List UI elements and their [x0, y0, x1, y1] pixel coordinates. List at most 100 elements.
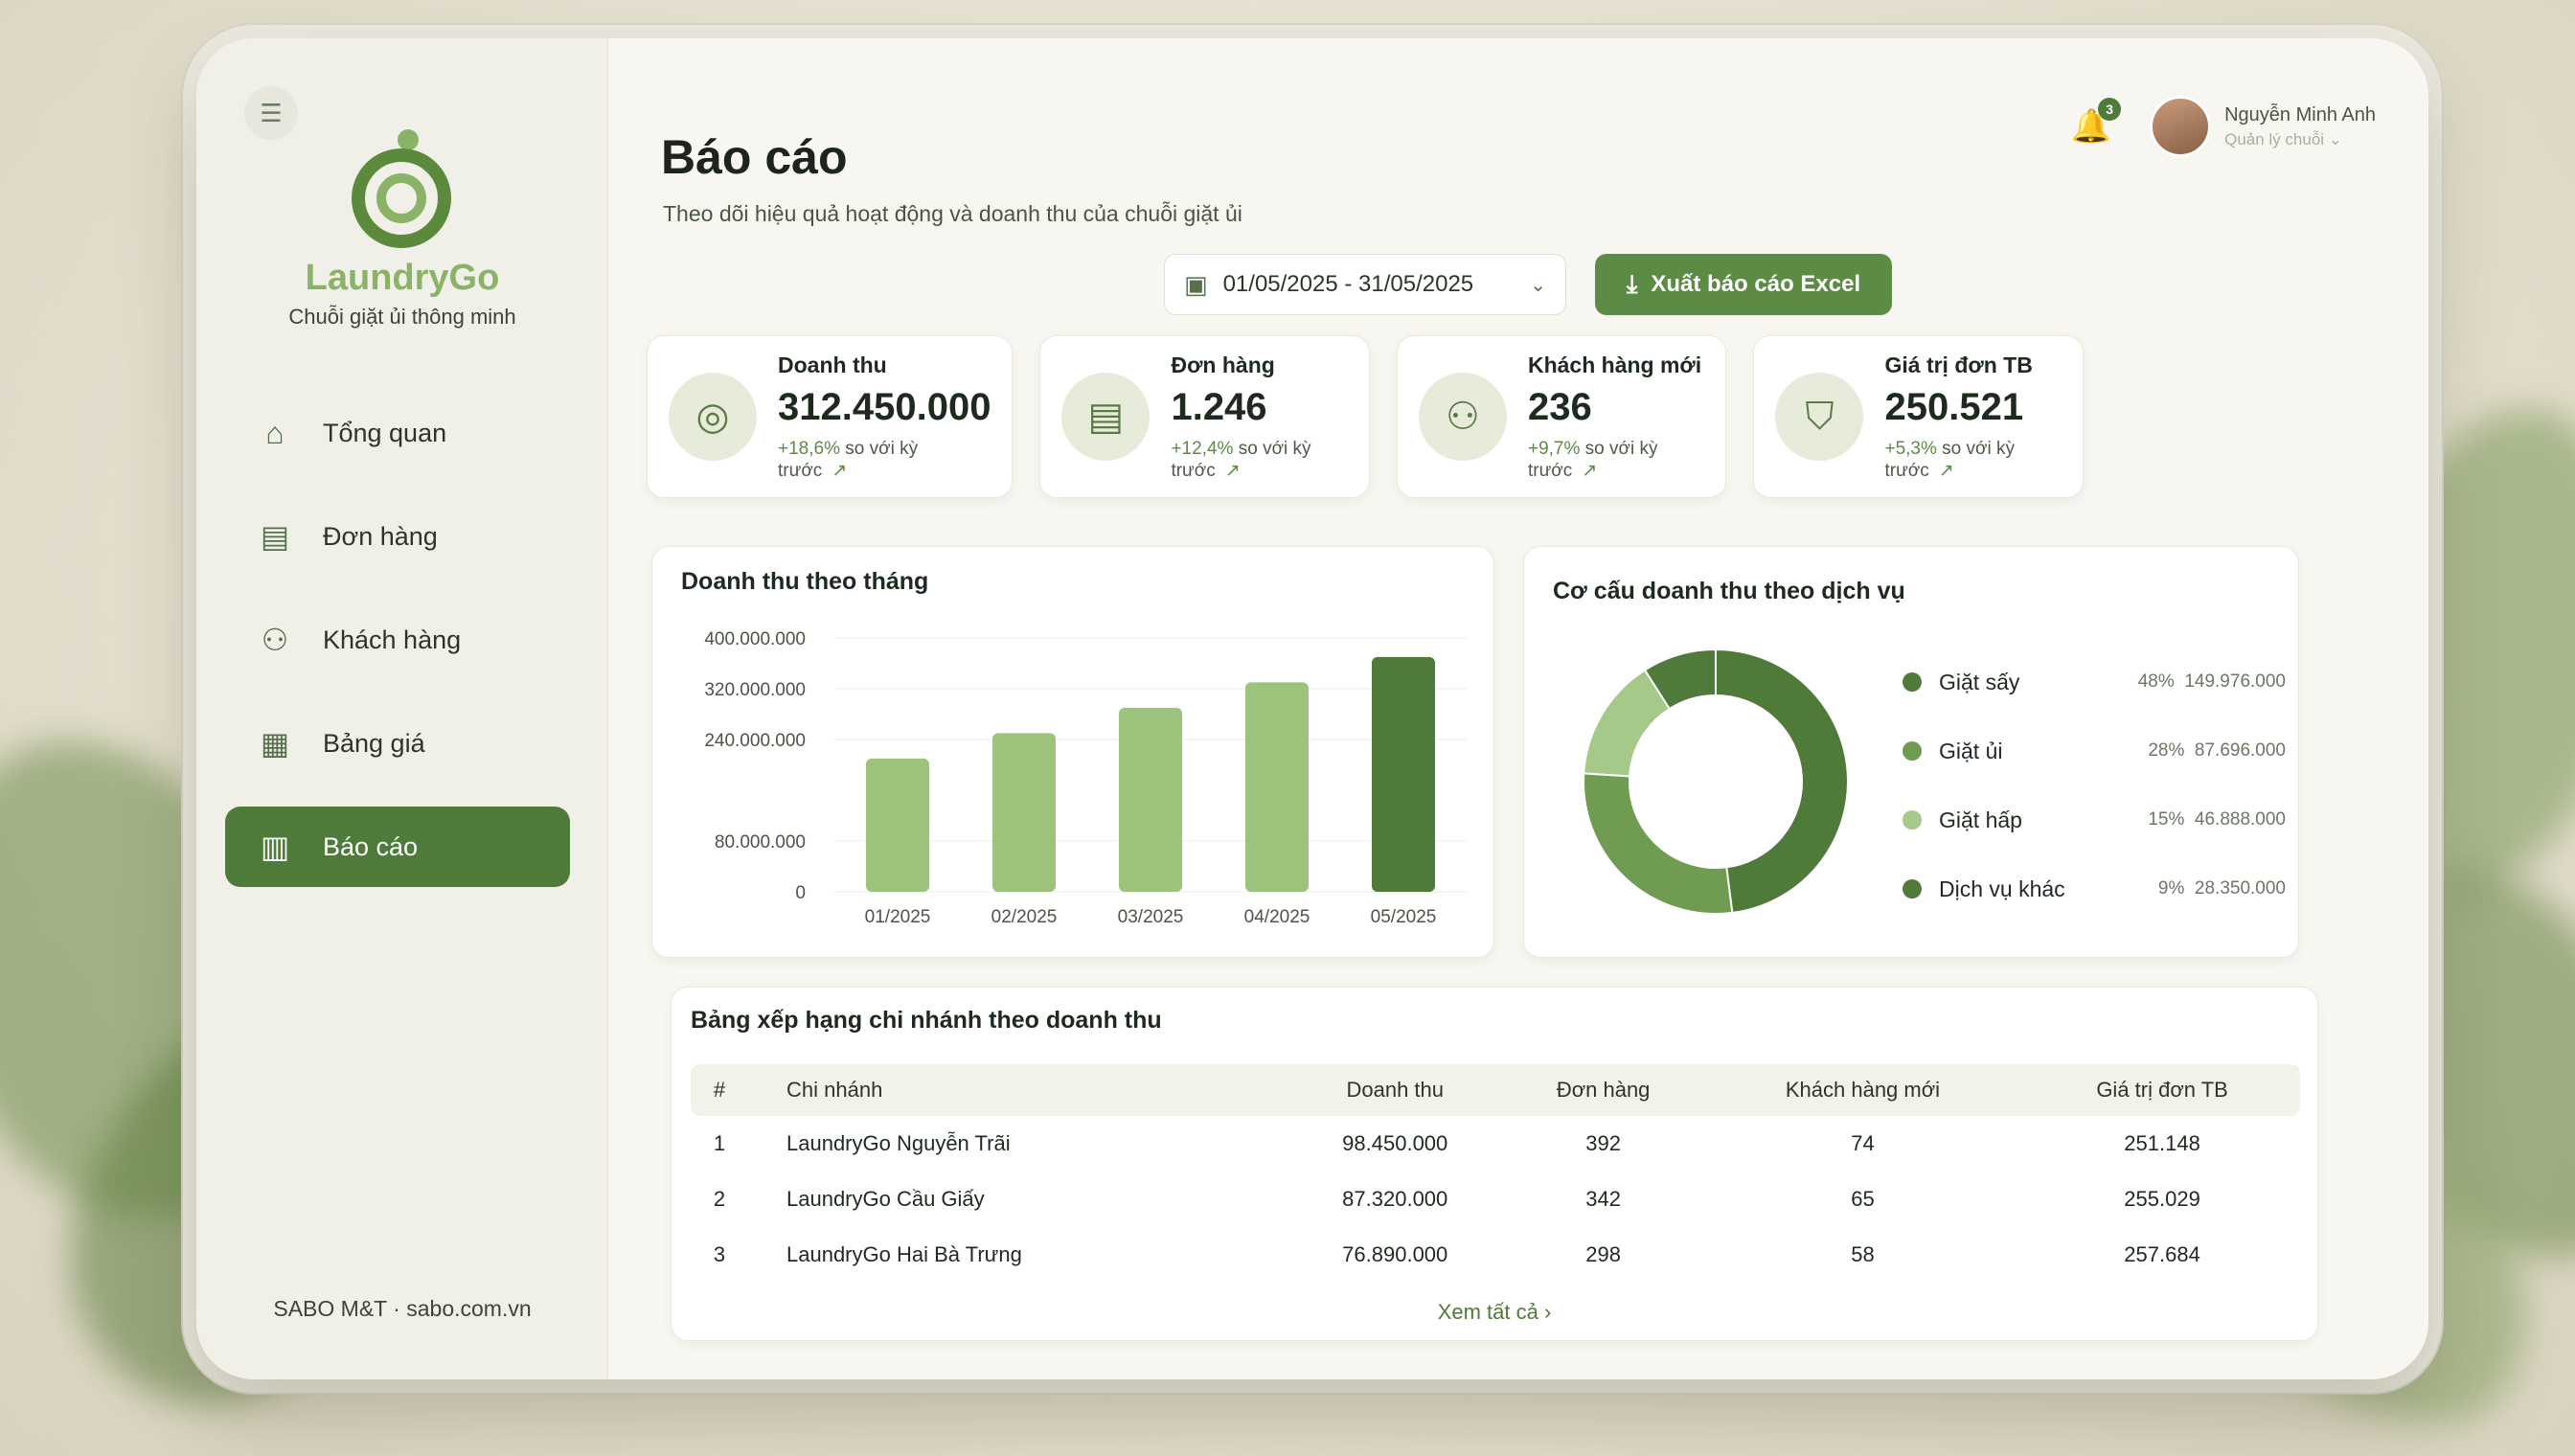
bar [1245, 682, 1309, 892]
kpi-value: 1.246 [1171, 385, 1267, 428]
trend-up-icon: ↗ [1938, 460, 1954, 481]
calendar-icon: ▣ [1184, 269, 1208, 299]
kpi-delta: +5,3% so với kỳ trước ↗ [1884, 438, 2015, 481]
app-window: ☰ LaundryGo Chuỗi giặt ủi thông minh ⌂ T… [196, 38, 2428, 1379]
kpi-cards: ◎ Doanh thu 312.450.000 +18,6% so với kỳ… [647, 335, 2084, 498]
monthly-revenue-card: Doanh thu theo tháng 400.000.000 320.000.… [651, 546, 1494, 958]
y-tick-label: 400.000.000 [704, 629, 806, 649]
y-tick-label: 80.000.000 [715, 832, 806, 853]
page-subtitle: Theo dõi hiệu quả hoạt động và doanh thu… [663, 201, 1242, 226]
avatar[interactable] [2150, 96, 2212, 157]
topbar-user-area: 🔔 3 Nguyễn Minh Anh Quản lý chuỗi ⌄ [2071, 96, 2376, 157]
table-row[interactable]: 3 LaundryGo Hai Bà Trưng 76.890.000 298 … [713, 1242, 2200, 1266]
kpi-label: Giá trị đơn TB [1884, 352, 2033, 377]
branch-ranking-table: # Chi nhánh Doanh thu Đơn hàng Khách hàn… [691, 1064, 2300, 1283]
bar [992, 733, 1056, 892]
page-title: Báo cáo [661, 130, 848, 184]
report-icon: ▥ [260, 830, 290, 864]
column-header: Giá trị đơn TB [2024, 1064, 2300, 1116]
sidebar: ☰ LaundryGo Chuỗi giặt ủi thông minh ⌂ T… [196, 38, 608, 1379]
legend-item: Giặt ủi 28% 87.696.000 [1903, 717, 2286, 785]
trend-up-icon: ↗ [1224, 460, 1241, 481]
column-header: Doanh thu [1285, 1064, 1506, 1116]
chevron-right-icon: › [1543, 1300, 1552, 1324]
column-header: Khách hàng mới [1700, 1064, 2025, 1116]
x-tick-label: 03/2025 [1118, 907, 1184, 927]
kpi-label: Khách hàng mới [1527, 352, 1702, 377]
users-icon: ⚇ [261, 623, 289, 657]
y-tick-label: 320.000.000 [704, 680, 806, 700]
main-content: Báo cáo Theo dõi hiệu quả hoạt động và d… [608, 38, 2428, 1379]
trend-up-icon: ↗ [832, 460, 848, 481]
user-name: Nguyễn Minh Anh [2224, 103, 2376, 125]
sidebar-nav: ⌂ Tổng quan ▤ Đơn hàng ⚇ Khách hàng ▦ Bả… [225, 393, 570, 910]
donut-slice [1583, 772, 1734, 915]
sidebar-item-price-list[interactable]: ▦ Bảng giá [225, 703, 570, 784]
orders-icon: ▤ [260, 519, 290, 554]
sidebar-item-overview[interactable]: ⌂ Tổng quan [225, 393, 570, 473]
monthly-revenue-chart: 400.000.000 320.000.000 240.000.000 80.000.… [704, 629, 1467, 927]
x-tick-label: 01/2025 [865, 907, 931, 927]
basket-icon: ⛉ [1775, 373, 1864, 461]
service-breakdown-card: Cơ cấu doanh thu theo dịch vụ Giặt sấy 4… [1523, 546, 2299, 958]
donut-slice [1715, 648, 1849, 915]
bar [1119, 707, 1182, 892]
kpi-card-revenue: ◎ Doanh thu 312.450.000 +18,6% so với kỳ… [647, 335, 1014, 498]
sidebar-item-label: Báo cáo [323, 831, 419, 861]
kpi-delta: +18,6% so với kỳ trước ↗ [778, 438, 919, 481]
table-row[interactable]: 2 LaundryGo Cầu Giấy 87.320.000 342 65 2… [713, 1187, 2200, 1211]
price-list-icon: ▦ [260, 726, 290, 761]
bar [866, 758, 929, 892]
table-title: Bảng xếp hạng chi nhánh theo doanh thu [691, 1007, 1162, 1034]
app-name: LaundryGo [305, 258, 500, 298]
sidebar-item-label: Bảng giá [323, 728, 425, 758]
kpi-card-new-customers: ⚇ Khách hàng mới 236 +9,7% so với kỳ trư… [1396, 335, 1727, 498]
x-tick-label: 04/2025 [1244, 907, 1310, 927]
sidebar-item-orders[interactable]: ▤ Đơn hàng [225, 496, 570, 577]
legend-item: Giặt sấy 48% 149.976.000 [1903, 648, 2286, 717]
sidebar-item-reports[interactable]: ▥ Báo cáo [225, 807, 570, 887]
see-all-link[interactable]: Xem tất cả › [1437, 1300, 1552, 1324]
donut-slice [1643, 648, 1717, 711]
service-donut-chart [1583, 648, 1849, 915]
sidebar-item-label: Đơn hàng [323, 521, 438, 551]
chart-title: Cơ cấu doanh thu theo dịch vụ [1553, 578, 1905, 604]
app-tagline: Chuỗi giặt ủi thông minh [288, 305, 516, 329]
clipboard-icon: ▤ [1061, 373, 1151, 461]
kpi-label: Đơn hàng [1171, 352, 1275, 377]
chevron-down-icon: ⌄ [2328, 129, 2343, 148]
trend-up-icon: ↗ [1582, 460, 1598, 481]
x-tick-label: 02/2025 [991, 907, 1058, 927]
sidebar-item-customers[interactable]: ⚇ Khách hàng [225, 600, 570, 680]
sidebar-footer: SABO M&T · sabo.com.vn [273, 1296, 532, 1321]
kpi-value: 250.521 [1884, 385, 2024, 428]
home-icon: ⌂ [265, 415, 285, 450]
bar [1372, 656, 1435, 892]
y-tick-label: 0 [795, 883, 806, 903]
table-row[interactable]: 1 LaundryGo Nguyễn Trãi 98.450.000 392 7… [713, 1131, 2200, 1155]
date-range-value: 01/05/2025 - 31/05/2025 [1222, 271, 1474, 297]
date-range-picker[interactable]: ▣ 01/05/2025 - 31/05/2025 ⌄ [1164, 254, 1566, 315]
legend-item: Dịch vụ khác 9% 28.350.000 [1903, 854, 2286, 923]
sidebar-item-label: Khách hàng [323, 625, 462, 654]
logo: LaundryGo Chuỗi giặt ủi thông minh [196, 129, 608, 330]
chevron-down-icon: ⌄ [1530, 274, 1546, 296]
notification-bell-icon[interactable]: 🔔 3 [2071, 98, 2122, 146]
kpi-value: 312.450.000 [778, 385, 991, 428]
user-role: Quản lý chuỗi ⌄ [2224, 129, 2343, 148]
export-excel-button[interactable]: ⤓ Xuất báo cáo Excel [1595, 254, 1892, 315]
x-tick-label: 05/2025 [1371, 907, 1437, 927]
kpi-card-avg-order: ⛉ Giá trị đơn TB 250.521 +5,3% so với kỳ… [1753, 335, 2084, 498]
kpi-value: 236 [1527, 385, 1592, 428]
column-header: Chi nhánh [748, 1064, 1285, 1116]
branch-ranking-card: Bảng xếp hạng chi nhánh theo doanh thu #… [671, 987, 2318, 1341]
sidebar-item-label: Tổng quan [323, 418, 447, 447]
menu-icon[interactable]: ☰ [244, 86, 298, 140]
user-info[interactable]: Nguyễn Minh Anh Quản lý chuỗi ⌄ [2224, 104, 2376, 149]
kpi-delta: +9,7% so với kỳ trước ↗ [1527, 438, 1658, 481]
y-tick-label: 240.000.000 [704, 731, 806, 751]
kpi-delta: +12,4% so với kỳ trước ↗ [1171, 438, 1311, 481]
kpi-card-orders: ▤ Đơn hàng 1.246 +12,4% so với kỳ trước ↗ [1039, 335, 1370, 498]
coins-icon: ◎ [669, 373, 757, 461]
column-header: Đơn hàng [1505, 1064, 1701, 1116]
